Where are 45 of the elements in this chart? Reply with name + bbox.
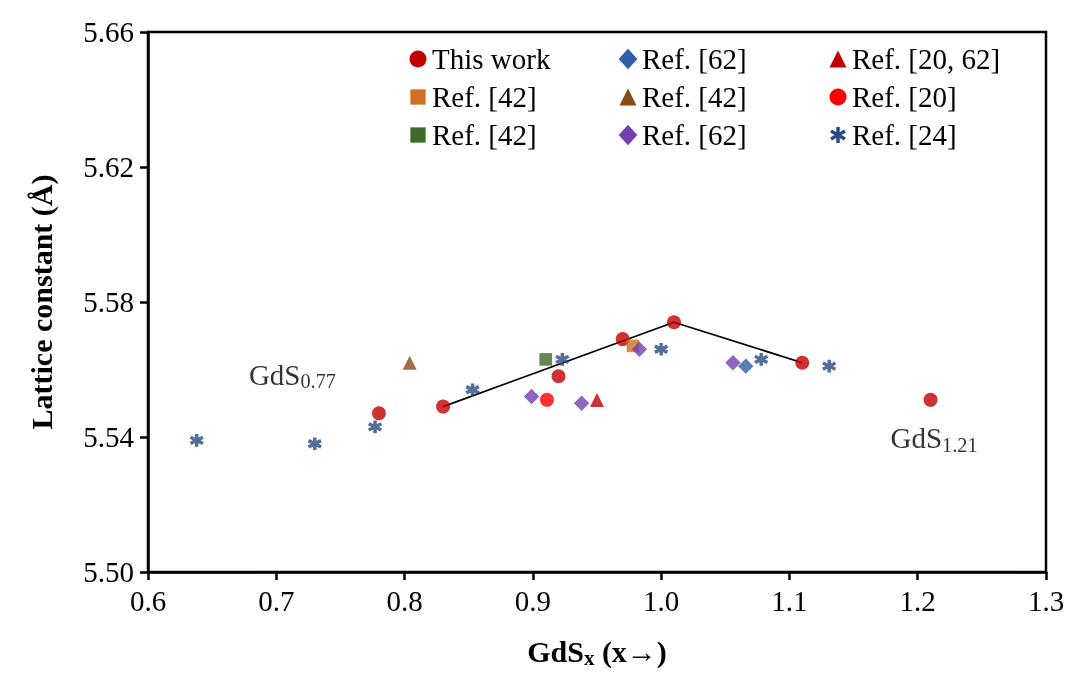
point — [539, 392, 554, 407]
point — [306, 435, 323, 452]
point — [666, 315, 681, 330]
point — [795, 355, 810, 370]
y-axis-title: Lattice constant (Å) — [24, 174, 59, 430]
legend-label: Ref. [62] — [642, 42, 747, 75]
legend-label: Ref. [42] — [432, 118, 537, 151]
x-tick-label: 1.0 — [643, 584, 680, 617]
legend-label: Ref. [24] — [852, 118, 957, 151]
legend-label: This work — [432, 42, 551, 75]
point — [436, 399, 451, 414]
x-tick-label: 1.1 — [771, 584, 808, 617]
point — [554, 351, 571, 368]
y-tick-label: 5.58 — [83, 286, 134, 318]
point — [738, 358, 754, 374]
point — [539, 353, 552, 366]
legend-label: Ref. [62] — [642, 118, 747, 151]
x-tick-label: 1.3 — [1027, 584, 1065, 617]
point — [402, 355, 417, 370]
point — [821, 358, 838, 375]
x-tick-label: 0.7 — [258, 584, 295, 617]
point — [188, 432, 205, 449]
point — [367, 418, 384, 435]
y-tick-label: 5.54 — [83, 421, 135, 453]
legend-label: Ref. [42] — [432, 80, 537, 113]
point — [753, 351, 770, 368]
y-tick-label: 5.66 — [83, 16, 134, 48]
y-tick-label: 5.62 — [83, 151, 134, 183]
point — [573, 395, 590, 411]
point — [590, 392, 604, 407]
point — [615, 332, 630, 347]
legend-label: Ref. [42] — [642, 80, 747, 113]
point — [464, 381, 481, 398]
point — [371, 406, 386, 421]
point — [923, 392, 938, 407]
point — [551, 369, 566, 384]
point — [523, 388, 540, 405]
legend-label: Ref. [20] — [852, 80, 957, 113]
x-tick-label: 1.2 — [899, 584, 936, 617]
point — [725, 355, 741, 371]
point — [631, 341, 648, 357]
x-tick-label: 0.8 — [386, 584, 423, 617]
legend-label: Ref. [20, 62] — [852, 42, 1001, 75]
x-tick-label: 0.9 — [514, 584, 551, 617]
point — [653, 341, 670, 358]
